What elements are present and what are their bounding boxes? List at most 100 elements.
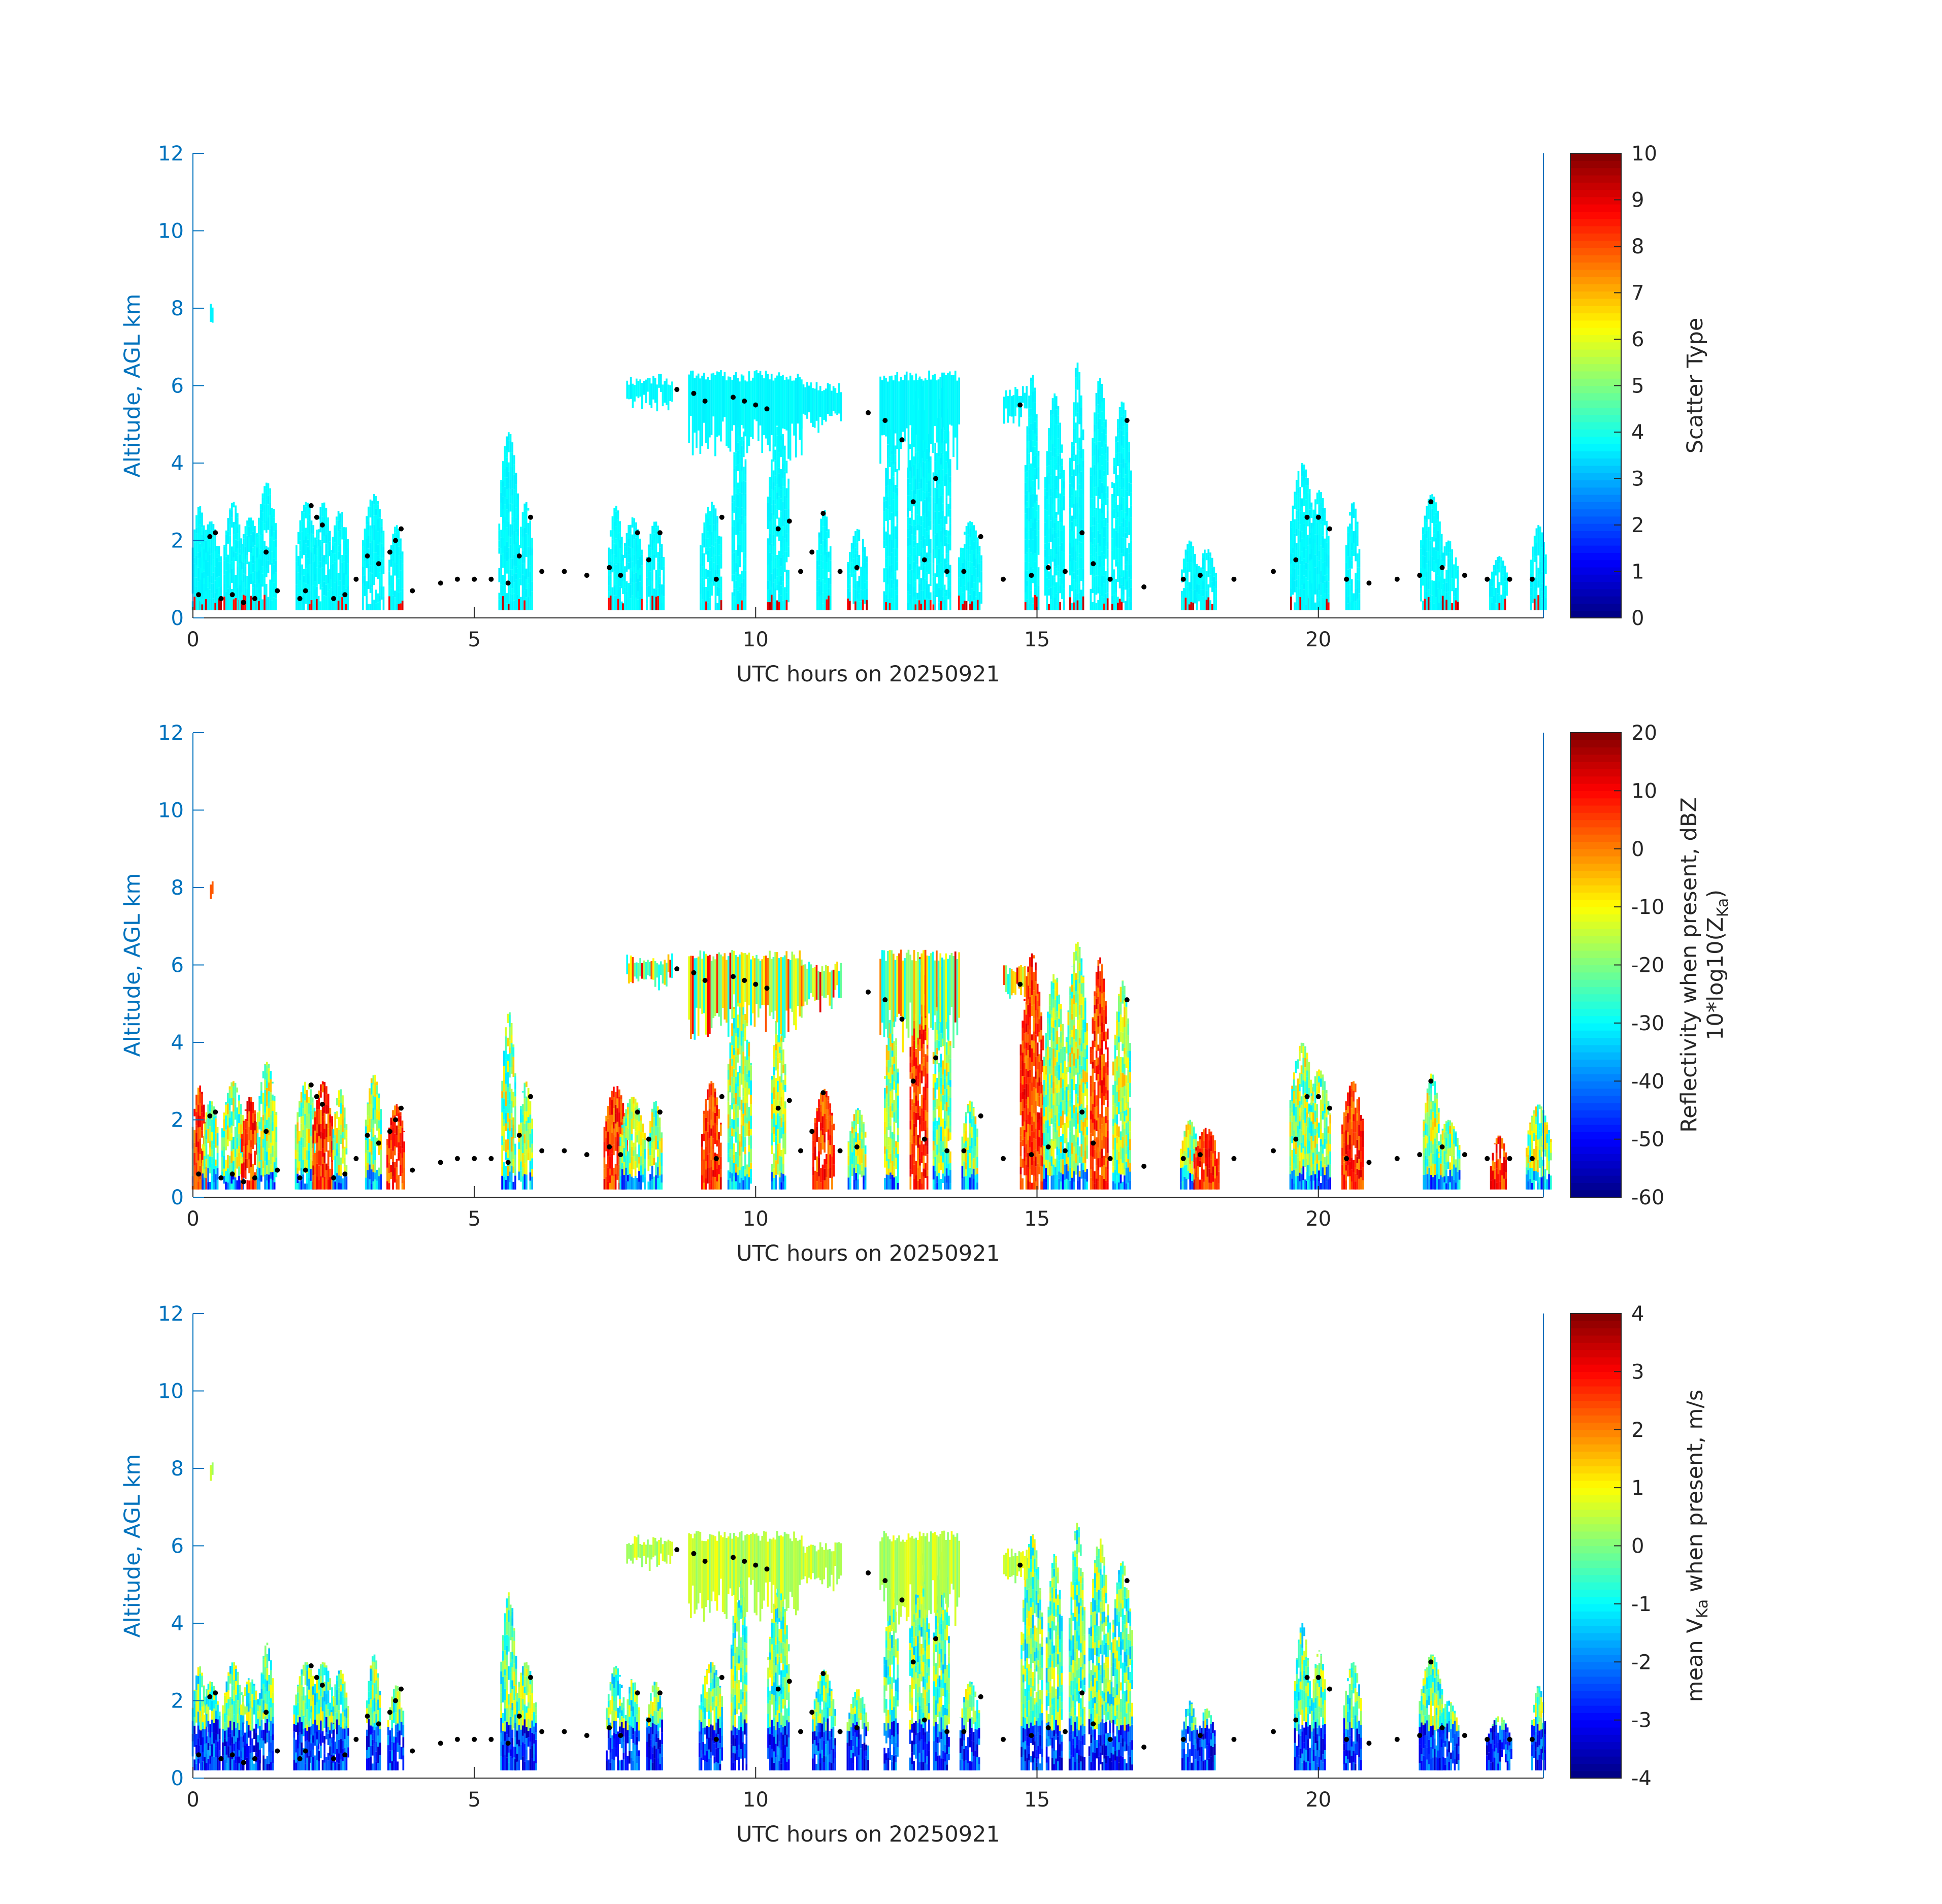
cloud-base-dot (1017, 402, 1023, 408)
heatmap-cell (769, 511, 771, 521)
heatmap-cell (744, 516, 747, 523)
heatmap-cell (741, 589, 743, 601)
heatmap-cell (780, 540, 782, 547)
heatmap-cell (268, 1082, 270, 1092)
heatmap-cell (1124, 474, 1127, 490)
heatmap-cell (370, 1078, 373, 1083)
heatmap-cell (611, 517, 614, 530)
heatmap-cell (1059, 493, 1061, 500)
heatmap-cell (646, 586, 648, 597)
heatmap-cell (1213, 586, 1215, 600)
heatmap-cell (659, 547, 661, 557)
heatmap-cell (508, 595, 510, 604)
heatmap-cell (307, 534, 309, 540)
heatmap-cell (907, 478, 909, 486)
heatmap-cell (1316, 598, 1319, 604)
heatmap-cell (237, 534, 239, 541)
heatmap-cell (342, 1148, 344, 1158)
heatmap-cell (1046, 566, 1048, 578)
heatmap-cell (1320, 582, 1322, 596)
heatmap-cell (302, 1086, 305, 1087)
heatmap-cell (712, 514, 715, 524)
heatmap-cell (304, 1100, 306, 1114)
heatmap-cell (1034, 455, 1036, 469)
heatmap-cell (1504, 566, 1506, 567)
heatmap-cell (1097, 449, 1099, 463)
heatmap-cell (1320, 559, 1322, 571)
heatmap-cell (267, 483, 270, 485)
x-tick-label: 0 (186, 628, 199, 651)
heatmap-cell (1055, 446, 1058, 453)
heatmap-cell (226, 1125, 229, 1140)
heatmap-cell (1324, 575, 1326, 582)
heatmap-cell (934, 462, 936, 477)
heatmap-cell (267, 485, 270, 496)
heatmap-cell (258, 1099, 260, 1111)
heatmap-cell (305, 506, 307, 519)
heatmap-cell (714, 596, 717, 603)
heatmap-cell (1190, 576, 1193, 589)
heatmap-cell (623, 546, 626, 559)
heatmap-cell (1051, 585, 1054, 596)
heatmap-cell (700, 564, 702, 571)
heatmap-cell (822, 603, 824, 610)
heatmap-cell (504, 454, 506, 469)
heatmap-cell (1429, 500, 1432, 510)
heatmap-cell (235, 539, 237, 553)
heatmap-cell (239, 598, 241, 610)
heatmap-cell (341, 584, 343, 591)
heatmap-cell (400, 552, 402, 560)
heatmap-cell (928, 461, 930, 473)
heatmap-cell (318, 1098, 320, 1109)
heatmap-cell (1209, 574, 1211, 588)
heatmap-cell (271, 576, 273, 582)
heatmap-cell (1103, 543, 1105, 555)
heatmap-cell (942, 518, 944, 527)
heatmap-cell (1439, 598, 1441, 610)
heatmap-cell (907, 592, 909, 603)
heatmap-cell (1124, 579, 1127, 590)
heatmap-cell (928, 526, 930, 535)
heatmap-cell (508, 483, 510, 489)
heatmap-cell (1196, 592, 1198, 599)
heatmap-cell (1030, 590, 1032, 600)
heatmap-cell (314, 581, 316, 589)
heatmap-cell (1124, 449, 1127, 463)
heatmap-cell (300, 1180, 303, 1190)
heatmap-cell (916, 564, 918, 580)
heatmap-cell (1026, 586, 1029, 600)
heatmap-cell (396, 525, 398, 535)
heatmap-cell (885, 577, 887, 583)
heatmap-cell (307, 565, 309, 574)
heatmap-cell (1024, 562, 1027, 572)
heatmap-cell (771, 543, 773, 554)
heatmap-cell (264, 1079, 266, 1090)
heatmap-cell (342, 1178, 344, 1190)
heatmap-cell (235, 552, 237, 561)
heatmap-cell (1126, 423, 1129, 432)
heatmap-cell (971, 574, 973, 589)
heatmap-cell (771, 489, 773, 505)
heatmap-cell (731, 527, 734, 538)
heatmap-cell (262, 1139, 265, 1148)
heatmap-cell (327, 1150, 330, 1166)
heatmap-cell (234, 1168, 237, 1177)
heatmap-cell (1437, 538, 1439, 552)
heatmap-cell (1080, 589, 1082, 603)
heatmap-cell (1092, 532, 1094, 545)
heatmap-cell (1322, 598, 1324, 610)
heatmap-cell (1095, 534, 1098, 545)
heatmap-cell (1059, 453, 1061, 466)
heatmap-cell (1095, 437, 1098, 445)
heatmap-cell (223, 1168, 225, 1176)
heatmap-cell (370, 1094, 373, 1104)
heatmap-cell (1299, 597, 1301, 610)
heatmap-cell (258, 583, 260, 593)
heatmap-cell (934, 534, 936, 549)
heatmap-cell (936, 583, 938, 597)
heatmap-cell (1036, 521, 1038, 536)
heatmap-cell (340, 1165, 342, 1176)
heatmap-cell (1030, 408, 1032, 415)
heatmap-cell (1427, 581, 1430, 589)
heatmap-cell (860, 575, 862, 590)
